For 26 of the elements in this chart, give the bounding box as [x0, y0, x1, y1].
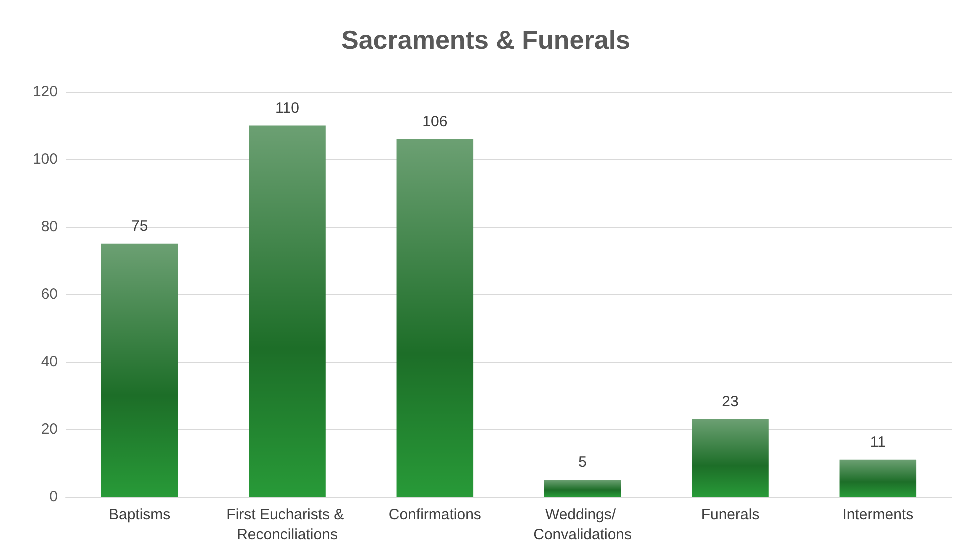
y-tick-label: 120 — [32, 84, 58, 100]
x-tick-label: Interments — [842, 506, 914, 524]
bar — [692, 419, 769, 497]
data-label: 106 — [422, 113, 448, 130]
x-tick-label: Confirmations — [388, 506, 482, 524]
x-tick-label: Baptisms — [108, 506, 171, 524]
data-label: 5 — [578, 454, 588, 472]
bar — [249, 126, 326, 497]
data-label: 23 — [722, 393, 739, 410]
x-tick-label: Weddings/ Convalidations — [534, 506, 632, 544]
chart-title: Sacraments & Funerals — [341, 25, 631, 55]
data-label: 110 — [276, 100, 300, 117]
x-tick-label: First Eucharists & Reconciliations — [226, 506, 348, 544]
data-label: 11 — [870, 434, 886, 451]
bar — [396, 139, 474, 497]
y-tick-label: 20 — [41, 421, 58, 438]
y-tick-label: 100 — [32, 151, 58, 168]
bar — [544, 480, 622, 497]
data-label: 75 — [131, 218, 148, 235]
y-tick-label: 40 — [41, 354, 58, 370]
x-tick-label: Funerals — [701, 506, 760, 524]
y-tick-label: 80 — [41, 218, 58, 236]
bar — [840, 460, 917, 497]
y-tick-label: 60 — [41, 286, 58, 303]
y-tick-label: 0 — [50, 488, 58, 506]
bar — [101, 244, 178, 497]
